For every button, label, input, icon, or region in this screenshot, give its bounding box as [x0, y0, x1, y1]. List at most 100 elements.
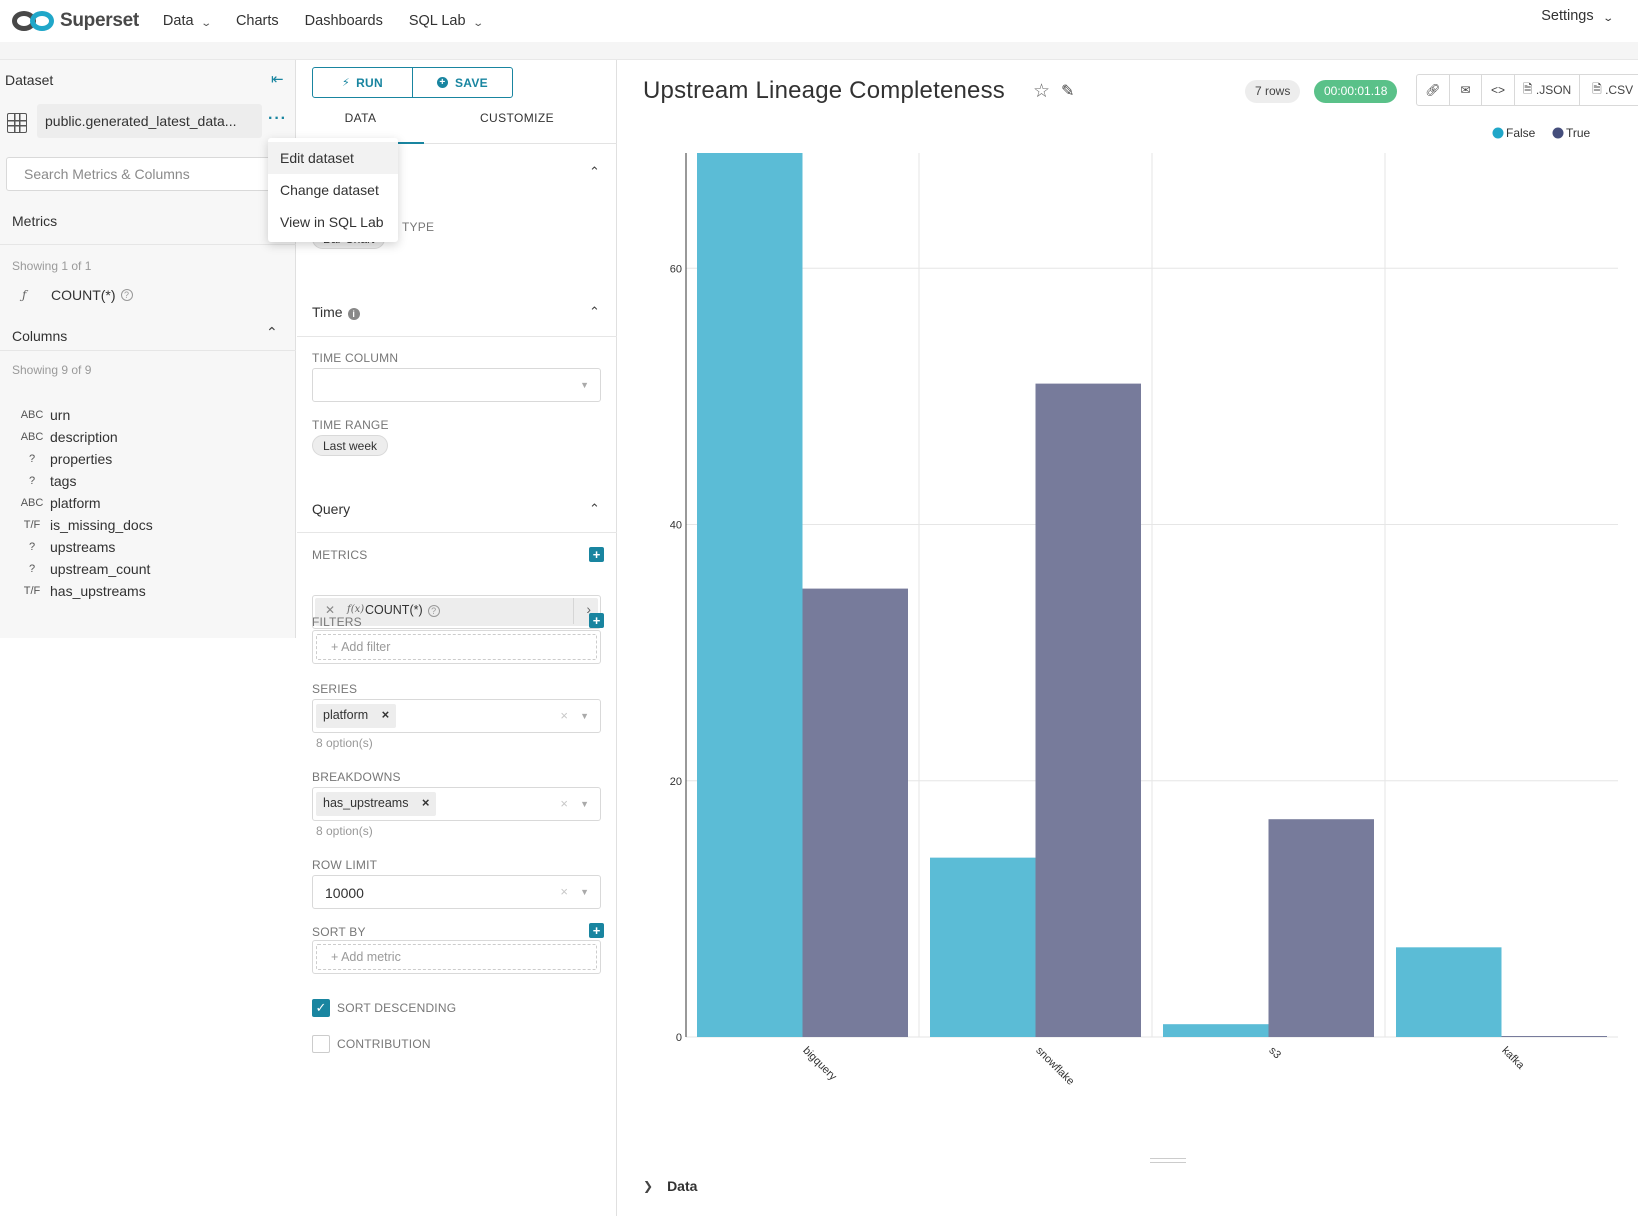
- add-metric-plus-icon[interactable]: +: [589, 547, 604, 562]
- series-select[interactable]: platform × × ▼: [312, 699, 601, 733]
- dataset-panel-title: Dataset: [5, 72, 54, 88]
- resize-handle[interactable]: [1150, 1158, 1186, 1163]
- remove-icon[interactable]: ✕: [325, 603, 336, 617]
- export-csv-button[interactable]: 🗎︎ .CSV: [1580, 75, 1638, 105]
- chevron-up-icon[interactable]: ⌃: [589, 304, 600, 319]
- brand-name: Superset: [60, 10, 139, 31]
- column-item[interactable]: ? properties: [14, 448, 153, 470]
- menu-item-edit-dataset[interactable]: Edit dataset: [268, 142, 398, 174]
- y-tick-label: 20: [670, 776, 682, 788]
- chart-title[interactable]: Upstream Lineage Completeness: [643, 77, 1005, 104]
- bar-chart: 0 20 40 60 bigquery snowflake s3 kafka False True: [670, 126, 1618, 1088]
- export-json-button[interactable]: 🗎︎ .JSON: [1515, 75, 1581, 105]
- x-tick-label: kafka: [1499, 1045, 1527, 1073]
- help-icon: ?: [427, 605, 440, 617]
- nav-charts-link[interactable]: Charts: [236, 13, 279, 29]
- function-icon: ƒ: [22, 288, 27, 302]
- chart-panel: Upstream Lineage Completeness ☆ ✎ 7 rows…: [618, 60, 1638, 1216]
- row-limit-value: 10000: [325, 885, 364, 901]
- menu-item-change-dataset[interactable]: Change dataset: [280, 182, 379, 198]
- plus-circle-icon: +: [437, 77, 448, 88]
- contribution-checkbox[interactable]: [312, 1035, 330, 1053]
- chevron-up-icon[interactable]: ⌃: [266, 324, 278, 340]
- row-limit-select[interactable]: 10000 × ▼: [312, 875, 601, 909]
- legend-label: True: [1566, 126, 1591, 140]
- chevron-up-icon[interactable]: ⌃: [589, 501, 600, 516]
- sort-descending-checkbox[interactable]: ✓: [312, 999, 330, 1017]
- data-pane-toggle[interactable]: ❯ Data: [643, 1178, 697, 1194]
- chevron-right-icon[interactable]: ›: [586, 601, 591, 617]
- chevron-down-icon: ⌄: [471, 17, 484, 29]
- column-item[interactable]: ABC platform: [14, 492, 153, 514]
- top-navigation: Superset Data ⌄ Charts Dashboards SQL La…: [0, 0, 1638, 42]
- column-item[interactable]: T/F has_upstreams: [14, 580, 153, 602]
- dataset-options-menu: Edit dataset Change dataset View in SQL …: [268, 138, 398, 242]
- remove-tag-icon[interactable]: ×: [381, 707, 390, 722]
- y-tick-label: 40: [670, 520, 682, 532]
- save-button[interactable]: + SAVE: [412, 68, 512, 97]
- metric-selected[interactable]: ✕ f(x) COUNT(*)? ›: [312, 595, 601, 629]
- nav-sql-lab-menu[interactable]: SQL Lab ⌄: [409, 13, 484, 29]
- type-string-icon: ABC: [20, 431, 44, 443]
- column-name: upstream_count: [50, 561, 151, 577]
- time-section-header[interactable]: Time i: [312, 304, 360, 320]
- column-item[interactable]: ? upstream_count: [14, 558, 153, 580]
- column-item[interactable]: ? tags: [14, 470, 153, 492]
- column-name: urn: [50, 407, 71, 423]
- column-name: has_upstreams: [50, 583, 146, 599]
- add-sort-metric-dropzone[interactable]: + Add metric: [312, 940, 601, 974]
- bar-bigquery-true: [802, 588, 908, 1037]
- dataset-panel: Dataset ⇤ public.generated_latest_data..…: [0, 60, 296, 638]
- add-sort-plus-icon[interactable]: +: [589, 923, 604, 938]
- lightning-icon: ⚡︎: [342, 77, 351, 89]
- chevron-down-icon: ⌄: [199, 17, 212, 29]
- run-button[interactable]: ⚡︎ RUN: [313, 68, 412, 97]
- column-item[interactable]: ABC urn: [14, 404, 153, 426]
- add-filter-plus-icon[interactable]: +: [589, 613, 604, 628]
- tab-customize[interactable]: CUSTOMIZE: [479, 111, 555, 125]
- caret-down-icon: ▼: [580, 380, 589, 390]
- search-metrics-columns-input[interactable]: Search Metrics & Columns: [6, 157, 271, 191]
- divider: [0, 350, 296, 351]
- query-timer-badge: 00:00:01.18: [1314, 80, 1398, 103]
- column-item[interactable]: T/F is_missing_docs: [14, 514, 153, 536]
- column-item[interactable]: ? upstreams: [14, 536, 153, 558]
- type-string-icon: ABC: [20, 497, 44, 509]
- x-tick-label: s3: [1266, 1045, 1283, 1062]
- query-section-title[interactable]: Query: [312, 501, 351, 517]
- settings-menu[interactable]: Settings ⌄: [1541, 8, 1613, 24]
- clear-icon[interactable]: ×: [560, 884, 568, 899]
- column-item[interactable]: ABC description: [14, 426, 153, 448]
- type-unknown-icon: ?: [28, 541, 36, 553]
- checkmark-icon: ✓: [315, 1000, 327, 1015]
- superset-logo[interactable]: Superset: [12, 9, 139, 33]
- embed-code-icon[interactable]: <>: [1482, 75, 1515, 105]
- function-icon: f(x): [347, 604, 365, 615]
- star-icon[interactable]: ☆: [1033, 81, 1051, 102]
- column-name: upstreams: [50, 539, 116, 555]
- nav-dashboards-link[interactable]: Dashboards: [305, 13, 383, 29]
- sub-header-bar: [0, 42, 1638, 60]
- time-section-title: Time: [312, 304, 343, 320]
- more-options-icon[interactable]: ···: [268, 110, 287, 127]
- link-icon[interactable]: 🔗︎: [1417, 75, 1450, 105]
- collapse-panel-icon[interactable]: ⇤: [271, 71, 284, 88]
- add-filter-dropzone[interactable]: + Add filter: [312, 630, 601, 664]
- clear-icon[interactable]: ×: [560, 708, 568, 723]
- chevron-up-icon[interactable]: ⌃: [589, 164, 600, 179]
- time-column-select[interactable]: ▼: [312, 368, 601, 402]
- remove-tag-icon[interactable]: ×: [421, 795, 430, 810]
- columns-heading[interactable]: Columns: [12, 328, 68, 344]
- metric-item[interactable]: ƒ COUNT(*) ?: [22, 287, 133, 303]
- clear-icon[interactable]: ×: [560, 796, 568, 811]
- edit-icon[interactable]: ✎: [1061, 83, 1075, 100]
- menu-item-view-in-sql-lab[interactable]: View in SQL Lab: [280, 214, 384, 230]
- metrics-heading[interactable]: Metrics: [12, 213, 58, 229]
- columns-list: ABC urn ABC description ? properties ? tags …: [14, 404, 153, 602]
- nav-data-menu[interactable]: Data ⌄: [163, 13, 212, 29]
- columns-showing-count: Showing 9 of 9: [12, 363, 92, 377]
- mail-icon[interactable]: ✉︎: [1450, 75, 1483, 105]
- breakdowns-select[interactable]: has_upstreams × × ▼: [312, 787, 601, 821]
- time-range-value[interactable]: Last week: [312, 435, 389, 456]
- dataset-name: public.generated_latest_data...: [37, 104, 262, 138]
